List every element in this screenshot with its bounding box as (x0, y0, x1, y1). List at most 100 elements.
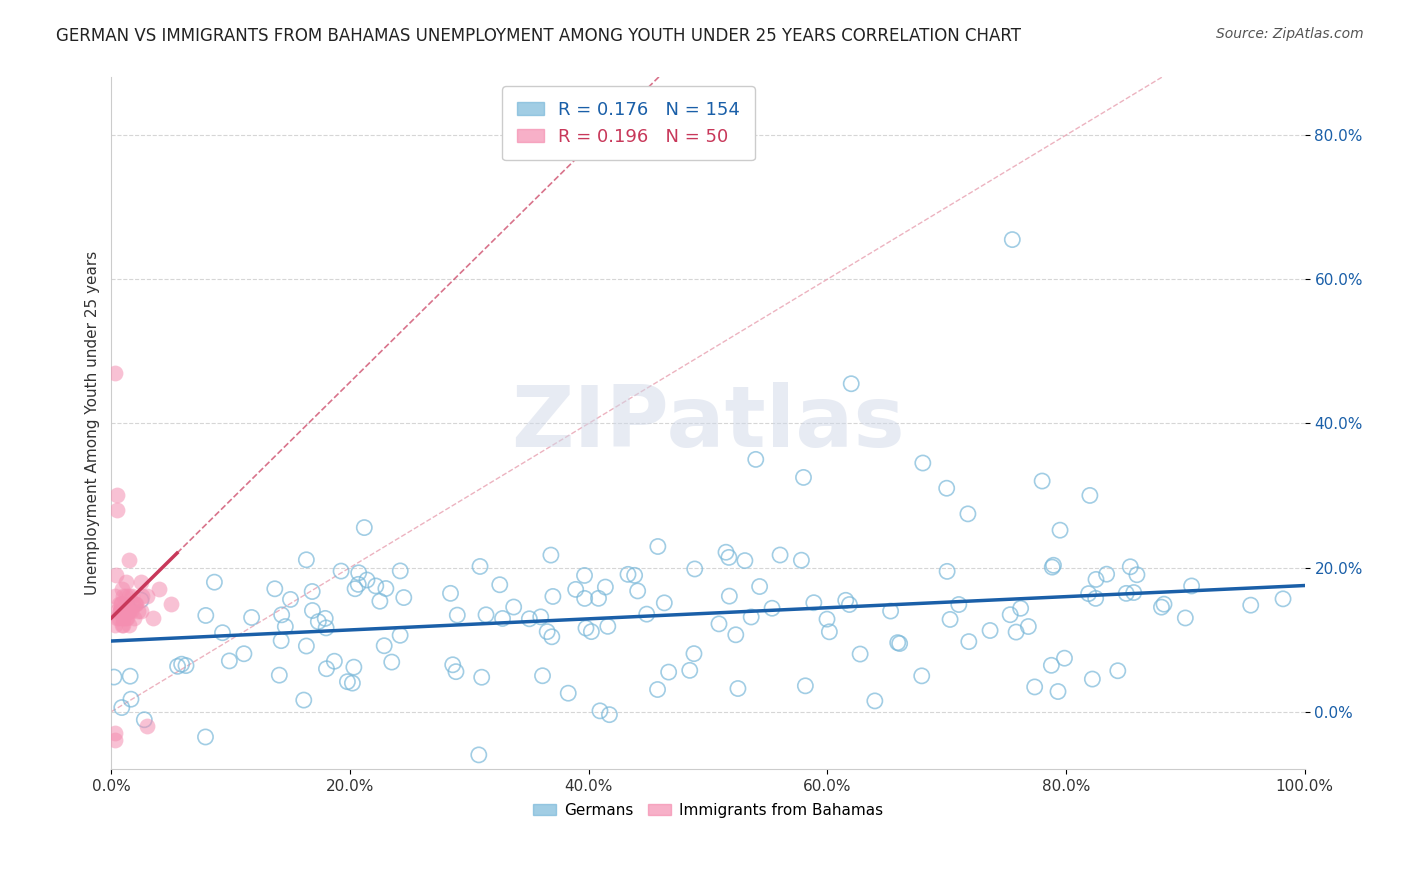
Point (536, 624, 558, 639)
Point (125, 597, 148, 611)
Point (1017, 619, 1039, 633)
Point (122, 597, 145, 611)
Point (347, 577, 370, 591)
Point (707, 616, 730, 631)
Point (468, 747, 491, 762)
Point (444, 665, 467, 679)
Point (790, 553, 813, 567)
Point (979, 624, 1001, 638)
Point (392, 591, 415, 605)
Point (1150, 600, 1173, 615)
Point (118, 604, 141, 618)
Point (803, 596, 825, 610)
Point (104, 590, 127, 604)
Point (1024, 680, 1046, 694)
Point (295, 639, 318, 653)
Point (1081, 672, 1104, 686)
Text: Source: ZipAtlas.com: Source: ZipAtlas.com (1216, 27, 1364, 41)
Point (111, 582, 134, 596)
Point (374, 582, 396, 596)
Point (347, 566, 370, 580)
Point (107, 611, 129, 625)
Point (574, 591, 596, 606)
Point (114, 590, 136, 604)
Point (112, 611, 135, 625)
Point (879, 604, 901, 618)
Point (939, 612, 962, 626)
Point (118, 618, 141, 632)
Point (118, 553, 141, 567)
Point (598, 707, 620, 722)
Point (353, 520, 375, 534)
Point (218, 654, 240, 668)
Point (889, 636, 911, 650)
Point (998, 607, 1021, 622)
Point (1084, 591, 1107, 606)
Point (323, 654, 346, 668)
Point (373, 639, 395, 653)
Point (136, 590, 159, 604)
Point (120, 669, 142, 683)
Point (1031, 474, 1053, 488)
Point (356, 573, 378, 587)
Point (1174, 611, 1197, 625)
Point (439, 586, 461, 600)
Point (115, 611, 138, 625)
Point (647, 540, 669, 554)
Point (274, 619, 297, 633)
Point (815, 612, 838, 626)
Point (818, 624, 841, 639)
Point (724, 628, 747, 642)
Point (794, 679, 817, 693)
Point (336, 674, 359, 689)
Point (166, 659, 188, 673)
Point (381, 655, 404, 669)
Point (148, 582, 170, 596)
Point (104, 733, 127, 747)
Point (740, 610, 762, 624)
Point (718, 589, 741, 603)
Point (1046, 684, 1069, 698)
Point (121, 590, 143, 604)
Point (658, 665, 681, 679)
Point (1119, 559, 1142, 574)
Point (314, 611, 336, 625)
Point (315, 662, 337, 676)
Point (475, 607, 498, 622)
Point (105, 567, 128, 582)
Point (368, 594, 391, 608)
Point (683, 647, 706, 661)
Point (122, 611, 145, 625)
Point (107, 597, 129, 611)
Point (1053, 651, 1076, 665)
Point (1049, 523, 1071, 537)
Point (103, 670, 125, 684)
Point (108, 604, 131, 618)
Point (652, 596, 675, 610)
Point (105, 611, 128, 625)
Point (748, 580, 770, 594)
Point (1126, 567, 1149, 582)
Point (886, 635, 908, 649)
Point (441, 657, 464, 672)
Point (769, 548, 792, 562)
Point (136, 719, 159, 733)
Point (280, 592, 302, 607)
Point (683, 562, 706, 576)
Point (588, 591, 610, 606)
Point (124, 597, 146, 611)
Point (911, 669, 934, 683)
Point (142, 611, 165, 625)
Point (112, 611, 135, 625)
Point (129, 593, 152, 607)
Point (502, 600, 524, 615)
Point (104, 618, 127, 632)
Point (270, 607, 292, 622)
Point (595, 580, 617, 594)
Point (1181, 579, 1204, 593)
Point (263, 582, 285, 596)
Point (104, 726, 127, 740)
Point (1042, 558, 1064, 573)
Point (948, 598, 970, 612)
Point (330, 564, 353, 578)
